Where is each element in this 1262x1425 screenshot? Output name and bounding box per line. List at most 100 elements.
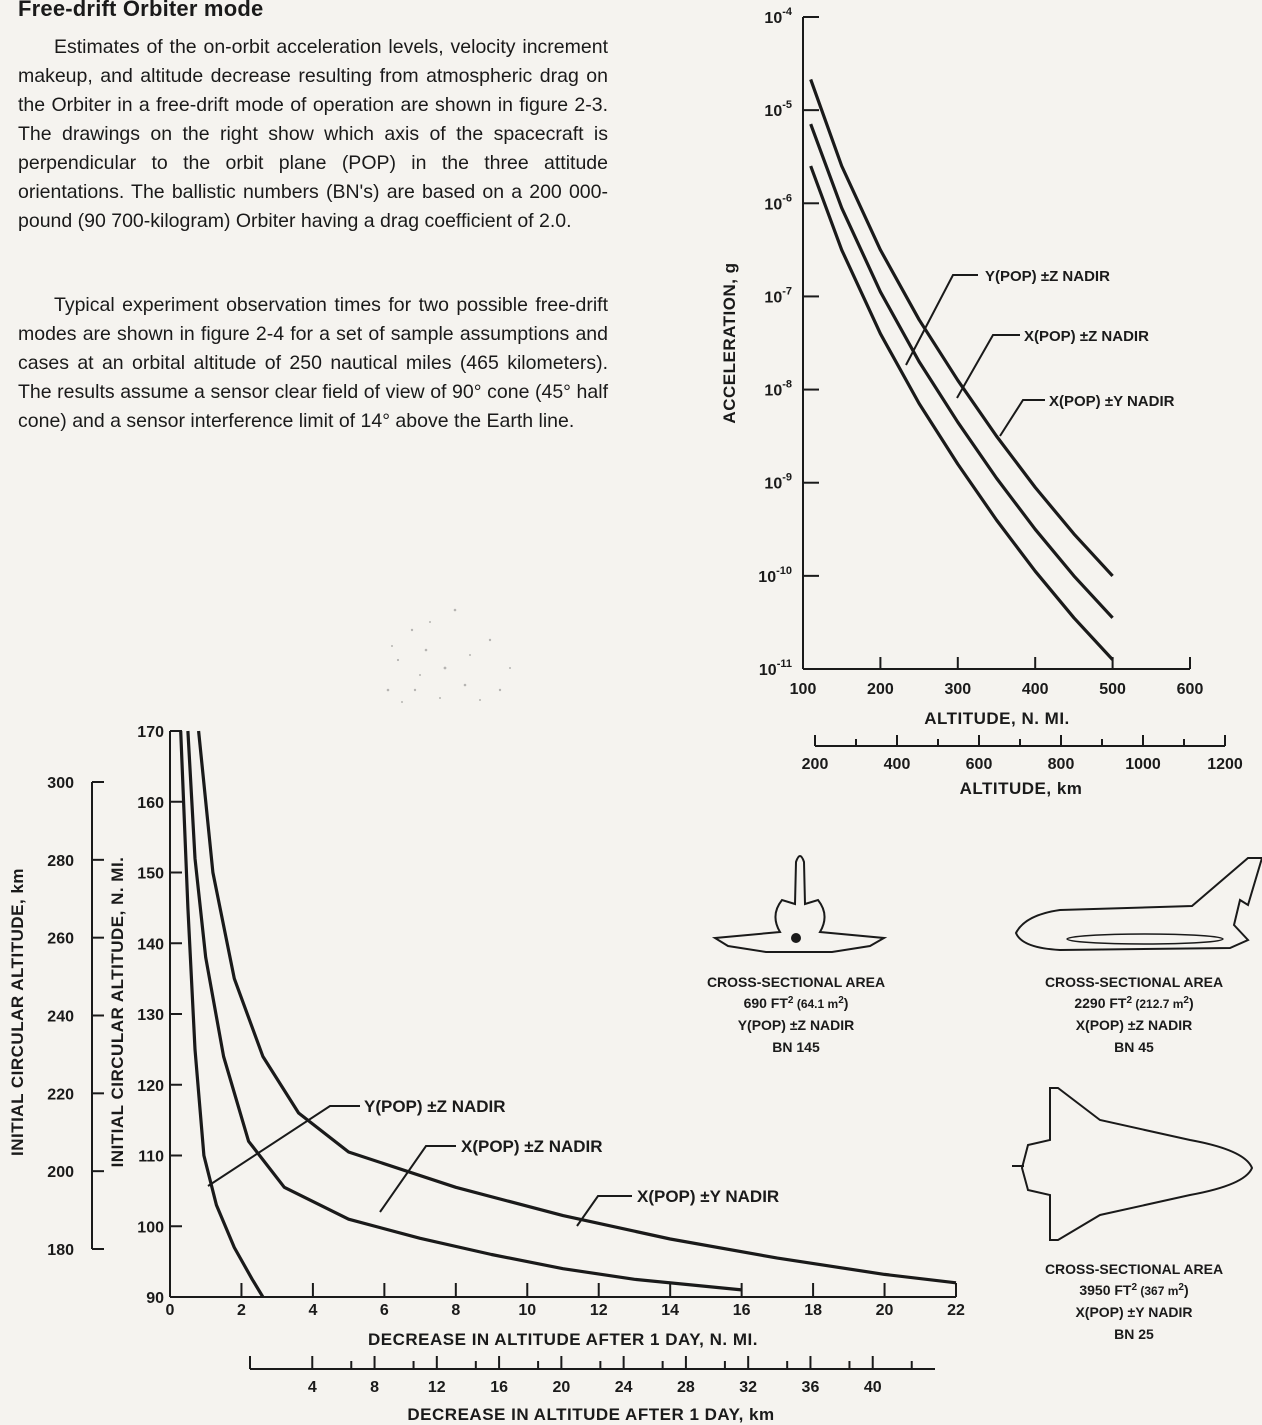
leader-y-pop <box>207 1105 360 1187</box>
caption-3-area-end: ) <box>1184 1282 1189 1298</box>
y-tick-exp: -6 <box>782 192 792 204</box>
y-tick-label: 110 <box>138 1149 164 1166</box>
caption-1-area-m: (64.1 m <box>793 997 838 1011</box>
x-tick-label: 14 <box>661 1302 679 1319</box>
x-tick-label: 200 <box>867 681 894 698</box>
label-y-pop: Y(POP) ±Z NADIR <box>985 268 1110 285</box>
y2-axis-label: INITIAL CIRCULAR ALTITUDE, km <box>8 868 27 1156</box>
series-line-2 <box>186 730 742 1292</box>
caption-3-area-ft-sup: 2 <box>1131 1282 1137 1293</box>
orbiter-side-view <box>1014 857 1262 952</box>
caption-3-bn: BN 25 <box>1114 1326 1154 1342</box>
y2-tick-label: 260 <box>47 931 74 948</box>
orbiter-side-silhouette <box>1014 857 1262 952</box>
caption-1-bn: BN 145 <box>772 1039 820 1055</box>
y2-tick-label: 300 <box>47 775 74 792</box>
y-tick-label: 140 <box>137 936 164 953</box>
leader-y-pop <box>905 274 978 366</box>
x2-axis-label: DECREASE IN ALTITUDE AFTER 1 DAY, km <box>407 1405 774 1424</box>
orbiter-top-view <box>1012 1087 1254 1241</box>
x-tick-label: 400 <box>1022 681 1049 698</box>
y-tick-label: 10-9 <box>764 472 792 493</box>
caption-1-area-ft: 690 FT <box>744 995 789 1011</box>
y-tick-base: 10 <box>764 103 782 120</box>
y2-tick-label: 240 <box>47 1009 74 1026</box>
x-tick-label: 0 <box>166 1302 175 1319</box>
x-tick-label: 8 <box>451 1302 460 1319</box>
x2-tick-label: 1000 <box>1125 756 1161 773</box>
orbiter-front-view <box>711 855 888 953</box>
orbiter-front-silhouette <box>711 855 888 953</box>
x-axis-label: ALTITUDE, N. MI. <box>924 709 1070 728</box>
x2-axis-label: ALTITUDE, km <box>960 779 1083 798</box>
y-tick-label: 10-11 <box>759 658 792 679</box>
y-tick-label: 10-7 <box>764 285 792 306</box>
caption-3-area-m: (367 m <box>1137 1284 1178 1298</box>
y-tick-label: 10-10 <box>758 565 792 586</box>
leader-x-pop-z <box>379 1145 456 1213</box>
leader-x-pop-z <box>956 334 1020 399</box>
x-tick-label: 4 <box>308 1302 317 1319</box>
y-tick-exp: -4 <box>782 6 793 18</box>
x2-tick-label: 1200 <box>1207 756 1243 773</box>
caption-3-area-m-sup: 2 <box>1178 1282 1184 1293</box>
caption-3: CROSS-SECTIONAL AREA 3950 FT2 (367 m2) X… <box>1045 1261 1223 1342</box>
caption-3-area-ft: 3950 FT <box>1079 1282 1132 1298</box>
y-tick-label: 150 <box>137 866 164 883</box>
x-tick-label: 20 <box>876 1302 894 1319</box>
x-tick-label: 600 <box>1177 681 1204 698</box>
x2-tick-label: 24 <box>615 1379 633 1396</box>
caption-1: CROSS-SECTIONAL AREA 690 FT2 (64.1 m2) Y… <box>707 974 885 1055</box>
y2-tick-label: 200 <box>47 1164 74 1181</box>
x-axis-label: DECREASE IN ALTITUDE AFTER 1 DAY, N. MI. <box>368 1330 758 1349</box>
x2-tick-label: 40 <box>864 1379 882 1396</box>
caption-1-area-ft-sup: 2 <box>788 995 794 1006</box>
y-tick-label: 100 <box>137 1219 164 1236</box>
caption-1-area-end: ) <box>844 995 849 1011</box>
caption-2-bn: BN 45 <box>1114 1039 1154 1055</box>
orbiter-top-silhouette <box>1020 1087 1254 1241</box>
orbiter-side-bay <box>1066 933 1224 945</box>
x-tick-label: 18 <box>804 1302 822 1319</box>
x2-tick-label: 4 <box>308 1379 317 1396</box>
y-tick-exp: -11 <box>777 658 792 670</box>
caption-2: CROSS-SECTIONAL AREA 2290 FT2 (212.7 m2)… <box>1045 974 1223 1055</box>
x-tick-label: 16 <box>733 1302 751 1319</box>
label-x-pop-z: X(POP) ±Z NADIR <box>461 1137 603 1156</box>
caption-2-area-end: ) <box>1189 995 1194 1011</box>
y-tick-exp: -7 <box>782 285 792 297</box>
y-tick-label: 10-5 <box>764 99 792 120</box>
y-axis-label: INITIAL CIRCULAR ALTITUDE, N. MI. <box>108 857 127 1168</box>
x2-tick-label: 20 <box>552 1379 570 1396</box>
y-tick-base: 10 <box>759 662 777 679</box>
caption-2-area-ft-sup: 2 <box>1126 995 1132 1006</box>
x2-tick-label: 16 <box>490 1379 508 1396</box>
caption-2-mode: X(POP) ±Z NADIR <box>1076 1017 1193 1033</box>
caption-1-area-m-sup: 2 <box>838 995 844 1006</box>
caption-3-mode: X(POP) ±Y NADIR <box>1075 1304 1192 1320</box>
x-tick-label: 100 <box>790 681 817 698</box>
label-x-pop-z: X(POP) ±Z NADIR <box>1024 328 1149 345</box>
caption-2-title: CROSS-SECTIONAL AREA <box>1045 974 1223 990</box>
y-tick-exp: -10 <box>776 565 792 577</box>
y-tick-base: 10 <box>764 10 782 27</box>
caption-2-area-m: (212.7 m <box>1132 997 1183 1011</box>
y-tick-base: 10 <box>764 196 782 213</box>
label-x-pop-y: X(POP) ±Y NADIR <box>637 1187 779 1206</box>
caption-2-area: 2290 FT2 (212.7 m2) <box>1074 995 1193 1011</box>
y-tick-label: 10-8 <box>764 379 792 400</box>
x-tick-label: 500 <box>1099 681 1126 698</box>
paragraph-2: Typical experiment observation times for… <box>18 294 608 432</box>
caption-2-area-m-sup: 2 <box>1183 995 1189 1006</box>
x2-tick-label: 8 <box>370 1379 379 1396</box>
caption-1-area: 690 FT2 (64.1 m2) <box>744 995 849 1011</box>
x-tick-label: 22 <box>947 1302 965 1319</box>
section-heading: Free-drift Orbiter mode <box>18 0 264 21</box>
y-tick-exp: -9 <box>782 472 792 484</box>
series-line-3 <box>809 165 1114 661</box>
y-tick-label: 10-6 <box>764 192 792 213</box>
leader-x-pop-y <box>999 399 1045 437</box>
series-line-2 <box>809 123 1114 619</box>
